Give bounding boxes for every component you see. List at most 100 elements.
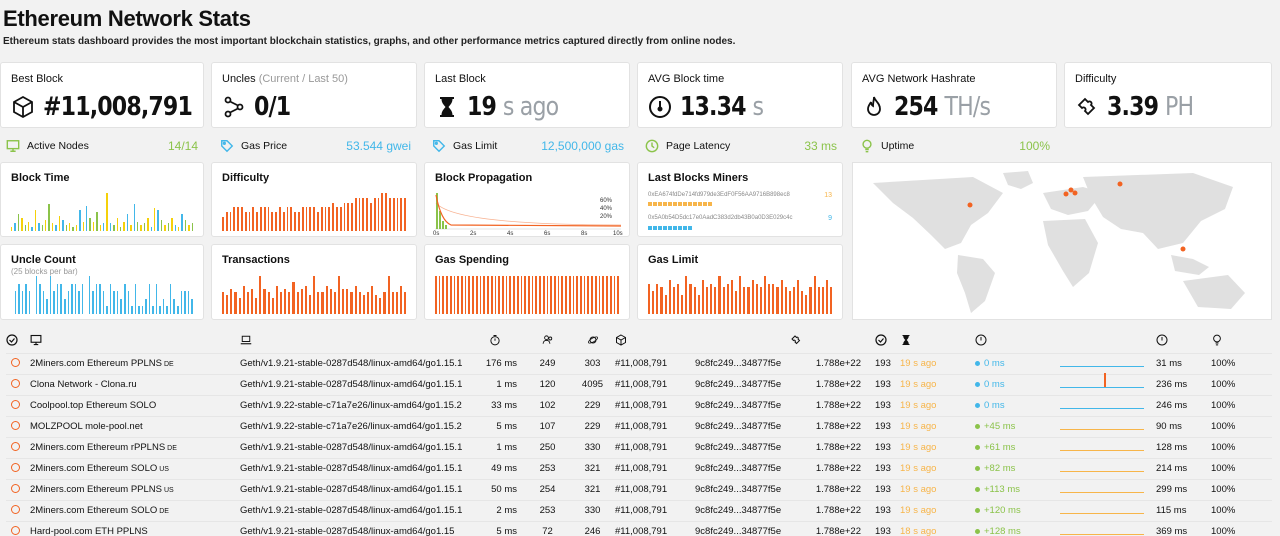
- chart-bar: [116, 217, 118, 231]
- chart-bar: [498, 276, 500, 314]
- chart-bar: [366, 197, 369, 231]
- chart-bar: [379, 298, 382, 314]
- last-blocks-miners-chart: Last Blocks Miners 0xEA674fdDe714fd979de…: [637, 162, 843, 237]
- chart-bar: [95, 283, 98, 314]
- table-row[interactable]: 2Miners.com Ethereum PPLNS DE Geth/v1.9.21…: [6, 352, 1272, 374]
- chart-bar: [329, 288, 332, 314]
- header-propagation[interactable]: [975, 331, 1060, 353]
- header-avg[interactable]: [1156, 331, 1211, 353]
- monitor-icon: [6, 139, 20, 153]
- node-tx: 193: [875, 436, 900, 458]
- pin-toggle-icon[interactable]: [11, 483, 20, 493]
- chart-bar: [85, 206, 88, 231]
- chart-bar: [739, 276, 742, 314]
- chart-bar: [446, 276, 448, 314]
- table-row[interactable]: Hard-pool.com ETH PPLNS Geth/v1.9.21-stab…: [6, 520, 1272, 536]
- chart-bar: [505, 276, 508, 314]
- header-uptime[interactable]: [1211, 331, 1272, 353]
- chart-bar: [126, 213, 129, 231]
- chart-bar: [60, 283, 62, 314]
- header-block[interactable]: [615, 331, 695, 353]
- header-check[interactable]: [6, 331, 30, 353]
- node-name[interactable]: Coolpool.top Ethereum SOLO: [30, 394, 240, 416]
- node-avg: 90 ms: [1156, 415, 1211, 437]
- node-name[interactable]: 2Miners.com Ethereum SOLO DE: [30, 499, 240, 521]
- pin-toggle-icon[interactable]: [11, 378, 20, 388]
- header-peers[interactable]: [525, 331, 570, 353]
- table-row[interactable]: Coolpool.top Ethereum SOLO Geth/v1.9.22-s…: [6, 394, 1272, 416]
- chart-bar: [300, 288, 303, 314]
- miner-address: 0x5A0b54D5dc17e0AadC383d2db43B0a0D3E029c…: [648, 215, 793, 221]
- chart-bar: [275, 212, 277, 231]
- world-map[interactable]: [852, 162, 1272, 320]
- node-propagation: +45 ms: [975, 415, 1060, 437]
- header-ago[interactable]: [900, 331, 975, 353]
- node-name[interactable]: MOLZPOOL mole-pool.net: [30, 415, 240, 437]
- chart-bar: [602, 276, 605, 314]
- node-propagation: 0 ms: [975, 352, 1060, 374]
- chart-bar: [246, 291, 249, 314]
- chart-bar: [449, 276, 452, 314]
- node-tx: 193: [875, 499, 900, 521]
- chart-bar: [131, 306, 133, 314]
- chart-bar: [113, 225, 115, 231]
- chart-bar: [143, 223, 146, 231]
- node-history: [1060, 499, 1156, 521]
- table-row[interactable]: Clona Network - Clona.ru Geth/v1.9.21-sta…: [6, 373, 1272, 395]
- node-name[interactable]: 2Miners.com Ethereum PPLNS US: [30, 478, 240, 500]
- node-difficulty: 1.788e+22: [790, 499, 875, 521]
- chart-bar: [160, 219, 163, 231]
- chart-bar: [305, 207, 308, 231]
- pin-toggle-icon[interactable]: [11, 399, 20, 409]
- pin-toggle-icon[interactable]: [11, 525, 20, 535]
- table-row[interactable]: 2Miners.com Ethereum SOLO US Geth/v1.9.21-…: [6, 457, 1272, 479]
- pin-toggle-icon[interactable]: [11, 441, 20, 451]
- pin-toggle-icon[interactable]: [11, 504, 20, 514]
- chart-bar: [14, 223, 16, 231]
- node-propagation: +113 ms: [975, 478, 1060, 500]
- node-name[interactable]: 2Miners.com Ethereum SOLO US: [30, 457, 240, 479]
- chart-bar: [124, 283, 126, 314]
- chart-bar: [580, 276, 582, 314]
- chart-bar: [668, 279, 671, 314]
- node-name[interactable]: Hard-pool.com ETH PPLNS: [30, 520, 240, 536]
- chart-bar: [730, 279, 733, 314]
- chart-bar: [109, 223, 112, 231]
- node-history: [1060, 394, 1156, 416]
- node-tx: 193: [875, 352, 900, 374]
- node-uptime: 100%: [1211, 478, 1272, 500]
- chart-bar: [222, 291, 225, 314]
- table-row[interactable]: 2Miners.com Ethereum PPLNS US Geth/v1.9.21…: [6, 478, 1272, 500]
- node-hash: 9c8fc249...34877f5e: [695, 415, 790, 437]
- node-name[interactable]: 2Miners.com Ethereum rPPLNS DE: [30, 436, 240, 458]
- header-difficulty[interactable]: [790, 331, 875, 353]
- node-difficulty: 1.788e+22: [790, 478, 875, 500]
- header-latency[interactable]: [465, 331, 525, 353]
- chart-bar: [375, 295, 378, 314]
- header-pending[interactable]: [570, 331, 615, 353]
- chart-bar: [617, 276, 619, 314]
- chart-bar: [79, 210, 81, 231]
- node-pending: 4095: [570, 373, 615, 395]
- header-tx[interactable]: [875, 331, 900, 353]
- header-node[interactable]: [30, 331, 240, 353]
- pin-toggle-icon[interactable]: [11, 420, 20, 430]
- table-row[interactable]: MOLZPOOL mole-pool.net Geth/v1.9.22-stabl…: [6, 415, 1272, 437]
- node-name[interactable]: 2Miners.com Ethereum PPLNS DE: [30, 352, 240, 374]
- table-row[interactable]: 2Miners.com Ethereum SOLO DE Geth/v1.9.21-…: [6, 499, 1272, 521]
- chart-bar: [21, 217, 23, 231]
- chart-bar: [275, 285, 278, 314]
- pin-toggle-icon[interactable]: [11, 357, 20, 367]
- cube-icon: [616, 334, 626, 346]
- chart-bar: [67, 291, 70, 314]
- node-name[interactable]: Clona Network - Clona.ru: [30, 373, 240, 395]
- chart-bar: [81, 283, 84, 314]
- chart-bar: [792, 287, 796, 314]
- chart-bar: [321, 291, 324, 314]
- node-pending: 229: [570, 394, 615, 416]
- propagation-bar: [442, 221, 444, 229]
- header-client[interactable]: [240, 331, 465, 353]
- table-row[interactable]: 2Miners.com Ethereum rPPLNS DE Geth/v1.9.2…: [6, 436, 1272, 458]
- chart-bar: [490, 276, 493, 314]
- pin-toggle-icon[interactable]: [11, 462, 20, 472]
